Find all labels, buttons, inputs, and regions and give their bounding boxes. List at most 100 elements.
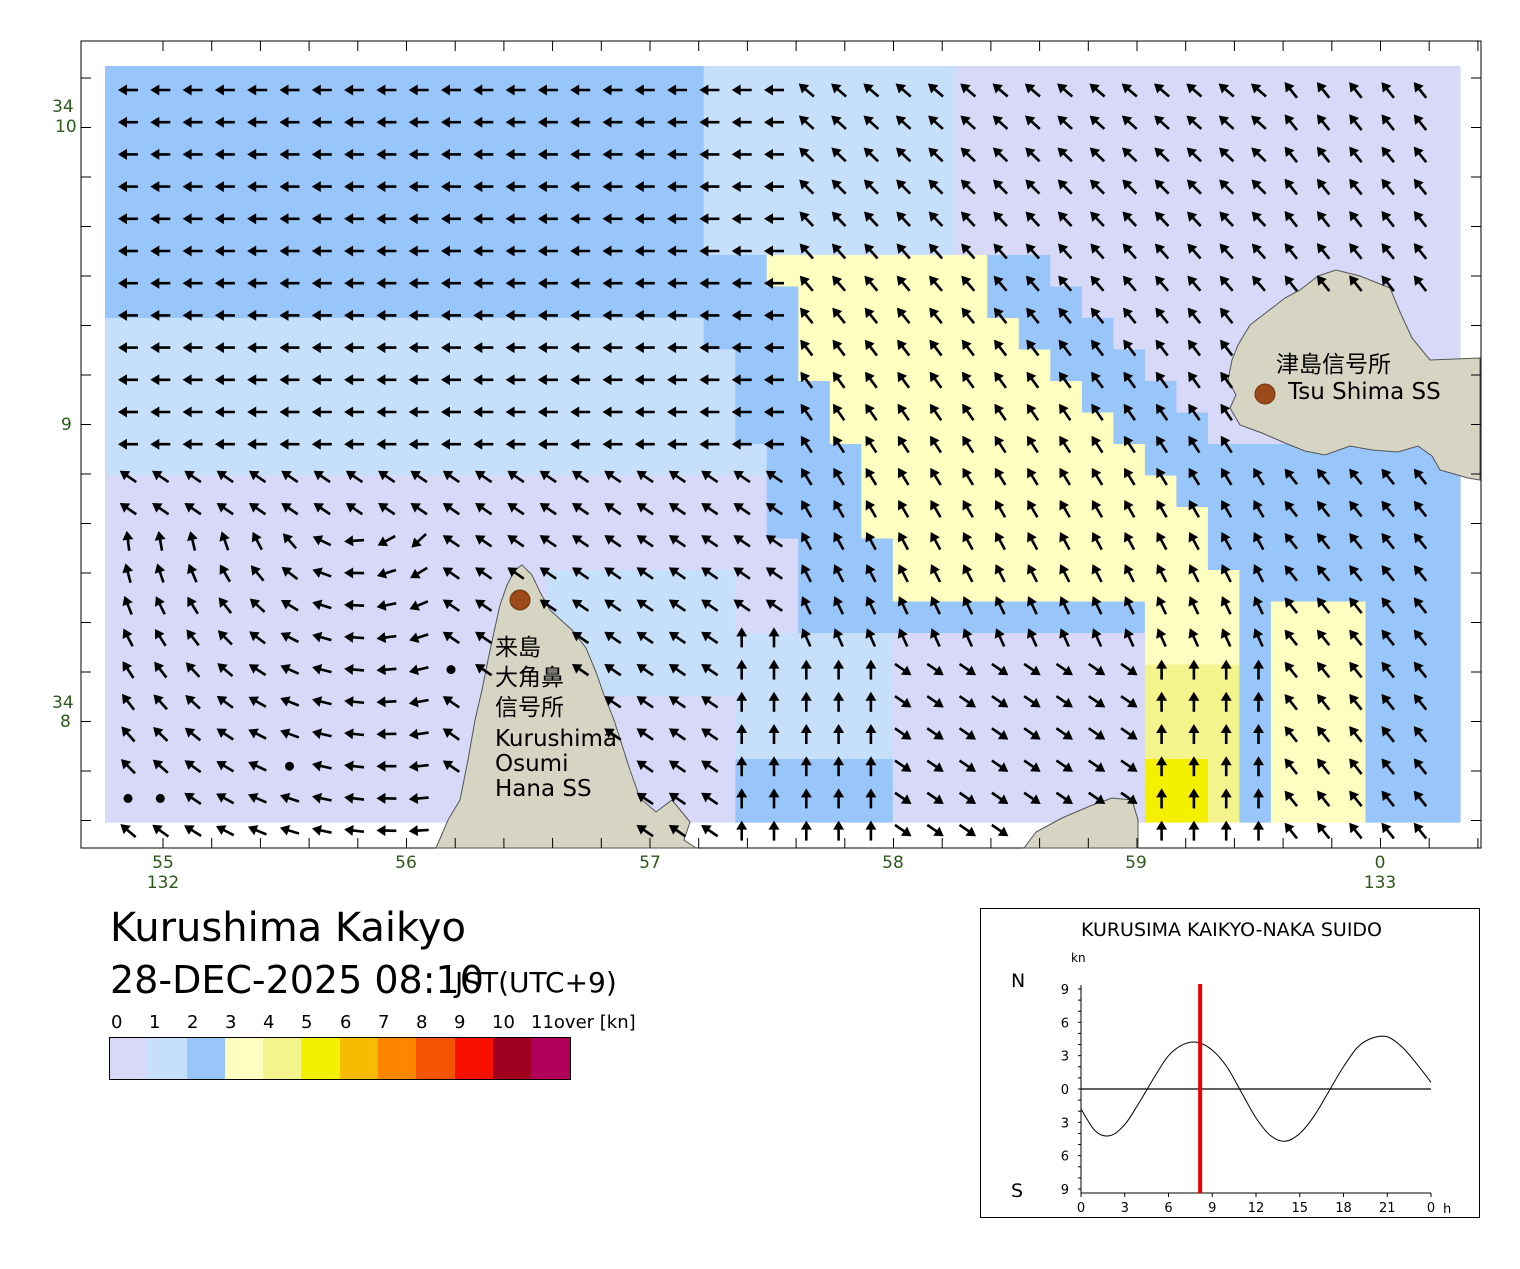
speed-cell [136,601,169,634]
speed-cell [105,538,138,571]
current-arrow [1251,115,1267,130]
speed-cell [136,570,169,603]
speed-cell [1144,129,1177,162]
lon-label-deg: 133 [1364,873,1396,893]
speed-cell [1176,507,1209,540]
speed-cell [420,412,453,445]
speed-cell [672,255,705,288]
speed-cell [1428,255,1461,288]
current-arrow [214,181,235,193]
speed-cell [861,66,894,99]
speed-cell [1081,444,1114,477]
speed-cell [1239,129,1272,162]
speed-cell [861,601,894,634]
current-arrow [311,84,332,96]
speed-cell [483,444,516,477]
current-arrow [150,116,171,128]
y-tick-label: 9 [1061,983,1069,998]
speed-cell [1050,727,1083,760]
current-arrow [602,84,623,96]
speed-cell [577,381,610,414]
legend-swatch [454,1038,493,1079]
speed-cell [609,286,642,319]
lon-label-deg: 132 [147,873,179,893]
speed-cell [451,412,484,445]
current-arrow [344,148,365,160]
speed-cell [231,381,264,414]
speed-cell [1239,633,1272,666]
speed-cell [1081,475,1114,508]
current-arrow [537,84,558,96]
current-arrow [279,181,300,193]
speed-cell [231,696,264,729]
speed-cell [483,318,516,351]
speed-cell [168,349,201,382]
current-arrow [1154,147,1170,163]
speed-cell [1081,255,1114,288]
current-arrow [699,181,720,193]
speed-cell [609,349,642,382]
current-arrow [279,84,300,96]
speed-cell [955,570,988,603]
speed-cell [1207,570,1240,603]
speed-cell [199,727,232,760]
legend-label: 3 [225,1012,237,1033]
speed-cell [1428,601,1461,634]
north-label: N [1011,970,1025,992]
longitude-labels: 55 132 56 57 58 59 0 133 [147,853,1396,893]
speed-cell [609,381,642,414]
current-arrow [831,115,847,130]
speed-cell [1270,570,1303,603]
speed-cell [640,381,673,414]
current-arrow [1218,147,1235,163]
speed-cell [577,66,610,99]
speed-cell [1270,97,1303,130]
current-arrow [667,116,688,128]
speed-cell [1113,538,1146,571]
speed-cell [1397,192,1430,225]
current-arrow [537,148,558,160]
kurushima-peninsula [435,564,698,849]
speed-cell [1365,790,1398,823]
speed-cell [955,223,988,256]
current-arrow [1154,115,1170,130]
speed-cell [924,475,957,508]
kurushima-label-ja-3: 信号所 [495,695,564,721]
current-arrow [799,147,815,163]
current-arrow [863,115,880,130]
speed-cell [1428,97,1461,130]
speed-cell [703,444,736,477]
speed-cell [924,160,957,193]
speed-cell [1428,664,1461,697]
speed-cell [136,664,169,697]
speed-cell [766,601,799,634]
speed-cell [105,475,138,508]
speed-cell [798,66,831,99]
current-arrow [799,179,815,195]
current-arrow [993,179,1009,195]
speed-cell [1050,444,1083,477]
current-arrow [118,148,138,160]
speed-cell [987,349,1020,382]
speed-cell [483,412,516,445]
speed-cell [388,507,421,540]
current-arrow [1316,114,1331,131]
map-datetime: 28-DEC-2025 08:10 [110,958,484,1002]
current-arrow [895,115,912,130]
speed-cell [294,66,327,99]
current-arrow [863,83,880,98]
current-arrow [311,148,332,160]
lon-label-min: 0 [1375,853,1386,873]
current-arrow [376,181,397,193]
speed-cell [735,696,768,729]
speed-cell [1365,696,1398,729]
x-unit-label: h [1443,1202,1451,1217]
speed-cell [105,381,138,414]
speed-cell [199,696,232,729]
current-arrow [214,84,235,96]
speed-cell [892,129,925,162]
speed-cell [451,444,484,477]
speed-cell [262,412,295,445]
speed-cell [1207,601,1240,634]
